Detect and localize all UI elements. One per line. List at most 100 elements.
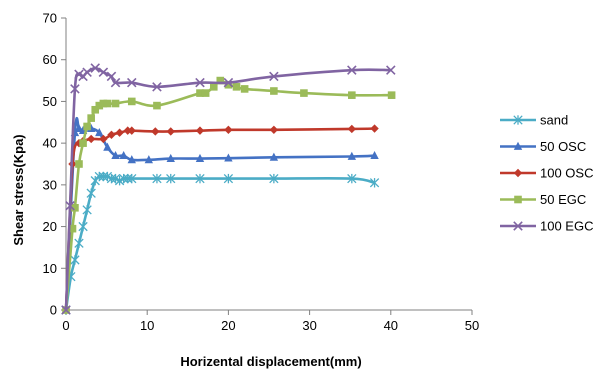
data-point-sand [127, 173, 137, 184]
legend-marker [513, 168, 523, 178]
data-point-100-osc [99, 134, 108, 144]
legend-label: 100 EGC [540, 219, 593, 234]
data-point-50-osc [95, 128, 104, 137]
data-point-100-osc [86, 134, 96, 144]
data-point-50-egc [232, 83, 241, 91]
data-point-50-egc [75, 160, 83, 168]
data-point-100-osc [370, 124, 379, 133]
data-point-50-egc [240, 85, 249, 93]
data-point-sand [86, 188, 96, 198]
data-point-100-osc [151, 127, 160, 136]
data-point-50-egc [95, 101, 104, 110]
data-point-sand [369, 178, 380, 188]
data-point-sand [269, 173, 279, 184]
series-line-sand [64, 174, 375, 311]
data-point-100-egc [82, 67, 92, 77]
legend-label: 50 EGC [540, 192, 586, 207]
legend-item-100-osc: 100 OSC [500, 166, 593, 181]
data-point-50-egc [79, 139, 87, 147]
data-point-50-egc [99, 99, 108, 108]
data-point-50-egc [196, 89, 204, 97]
data-point-50-osc [269, 152, 279, 161]
legend-item-100-egc: 100 EGC [500, 219, 593, 234]
data-point-sand [195, 173, 205, 184]
data-point-sand [118, 173, 129, 184]
data-point-sand [106, 173, 117, 184]
series-100-egc [61, 63, 396, 315]
data-point-100-egc [61, 305, 71, 315]
marker-stroke [195, 77, 205, 88]
legend-item-sand: sand [500, 113, 568, 128]
y-tick-label: 40 [43, 136, 57, 151]
data-point-50-osc [224, 153, 233, 162]
data-point-50-egc [201, 89, 210, 97]
series-100-osc [61, 124, 379, 315]
y-tick-label: 50 [43, 94, 57, 109]
legend-item-50-osc: 50 OSC [500, 139, 586, 154]
data-point-50-osc [347, 151, 357, 160]
x-axis-title: Horizental displacement(mm) [180, 354, 361, 369]
marker-stroke [74, 69, 84, 80]
data-point-100-osc [127, 126, 136, 135]
x-tick-label: 0 [62, 318, 69, 333]
data-point-50-osc [111, 150, 120, 160]
data-point-50-egc [111, 99, 120, 108]
axes: 0 10 20 30 40 50 60 70 0 10 20 30 40 50 [43, 11, 480, 334]
data-point-50-egc [83, 122, 91, 131]
data-point-100-egc [70, 84, 80, 94]
data-point-100-osc [115, 128, 124, 137]
x-tick-label: 10 [140, 318, 154, 333]
y-tick-label: 60 [43, 52, 57, 67]
data-point-50-osc [103, 142, 112, 151]
data-point-sand [82, 205, 92, 215]
data-point-100-osc [166, 127, 175, 136]
y-tick-label: 30 [43, 177, 57, 192]
data-point-100-osc [107, 130, 116, 139]
y-axis-title: Shear stress(Kpa) [11, 134, 26, 245]
legend-label: sand [540, 113, 568, 128]
data-point-sand [94, 171, 104, 182]
data-point-50-egc [68, 224, 77, 233]
data-point-50-egc [209, 83, 218, 91]
marker-stroke [70, 84, 80, 94]
data-point-sand [166, 173, 176, 184]
data-point-50-osc [144, 155, 154, 164]
series-layer [61, 63, 396, 315]
marker-stroke [127, 77, 137, 88]
data-point-50-osc [127, 155, 136, 164]
x-tick-label: 20 [221, 318, 235, 333]
data-point-100-osc [195, 126, 205, 135]
data-point-100-egc [152, 82, 162, 92]
data-point-100-egc [195, 77, 205, 88]
data-point-100-egc [110, 77, 121, 88]
series-line-50-egc [64, 79, 392, 311]
legend-marker [513, 115, 523, 125]
data-point-50-egc [270, 87, 278, 95]
data-point-50-egc [153, 101, 161, 110]
series-sand [61, 171, 380, 315]
data-point-50-egc [224, 80, 233, 89]
marker-stroke [152, 82, 162, 92]
marker-stroke [110, 77, 121, 88]
y-tick-label: 20 [43, 219, 57, 234]
x-tick-label: 30 [302, 318, 316, 333]
data-point-sand [347, 173, 357, 184]
data-point-50-osc [119, 150, 128, 160]
data-point-50-egc [91, 105, 100, 114]
data-point-50-egc [300, 89, 308, 97]
series-50-egc [62, 76, 396, 314]
y-tick-label: 0 [50, 303, 57, 318]
marker-stroke [223, 77, 234, 88]
data-point-50-egc [387, 91, 396, 99]
marker-stroke [61, 305, 71, 315]
legend: sand 50 OSC 100 OSC 50 EGC 100 EGC [500, 113, 593, 234]
legend-item-50-egc: 50 EGC [500, 192, 586, 207]
y-tick-label: 10 [43, 261, 57, 276]
marker-stroke [269, 71, 279, 82]
data-point-50-osc [166, 153, 175, 162]
data-point-100-egc [106, 71, 117, 82]
data-point-50-egc [103, 99, 112, 108]
data-point-100-egc [65, 200, 75, 211]
legend-marker [514, 195, 522, 204]
data-point-100-egc [90, 63, 100, 73]
